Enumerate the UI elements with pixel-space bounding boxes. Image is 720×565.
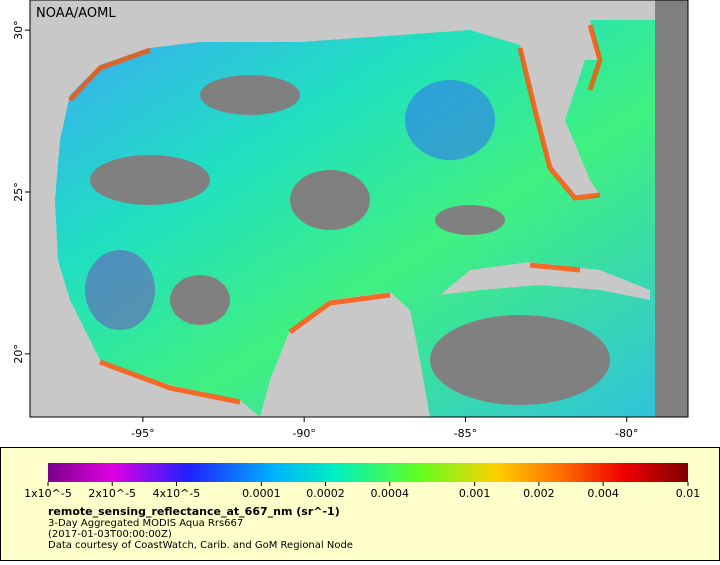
colorbar [48,463,688,482]
legend-description: 3-Day Aggregated MODIS Aqua Rrs667 [48,518,243,529]
coastal-highlight [68,24,603,405]
colorbar-tick-label: 4x10^-5 [153,487,201,500]
legend-source: Data courtesy of CoastWatch, Carib. and … [48,540,353,551]
credit: NOAA/AOML [36,6,116,21]
x-tick-label: -95° [131,427,154,440]
colorbar-tick-label: 0.0004 [371,487,410,500]
y-tick-label: 25° [12,182,25,202]
x-tick-label: -85° [454,427,477,440]
cuba [440,262,650,300]
colorbar-tick-label: 0.0001 [242,487,281,500]
x-tick-label: -90° [292,427,315,440]
y-tick-label: 30° [12,20,25,40]
legend-variable: remote_sensing_reflectance_at_667_nm (sr… [48,505,340,518]
colorbar-tick-label: 0.001 [459,487,491,500]
colorbar-tick-label: 1x10^-5 [24,487,72,500]
colorbar-tick-label: 0.0002 [306,487,345,500]
x-tick-label: -80° [615,427,638,440]
map [30,0,688,417]
map-frame [29,0,689,418]
colorbar-tick-label: 2x10^-5 [88,487,136,500]
y-tick-label: 20° [12,344,25,364]
colorbar-tick-label: 0.01 [676,487,701,500]
colorbar-tick-label: 0.004 [587,487,619,500]
colorbar-tick-label: 0.002 [523,487,555,500]
legend-time: (2017-01-03T00:00:00Z) [48,529,172,540]
no-data [85,0,688,417]
